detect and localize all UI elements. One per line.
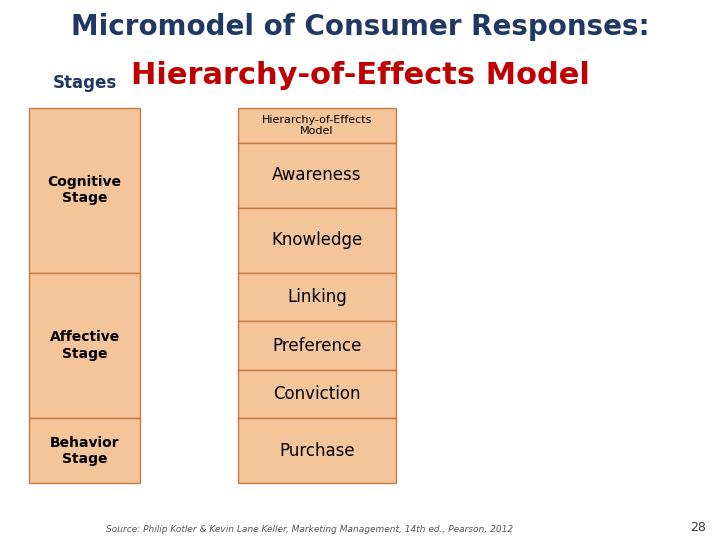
Text: Hierarchy-of-Effects Model: Hierarchy-of-Effects Model	[130, 61, 590, 90]
Text: Behavior
Stage: Behavior Stage	[50, 436, 120, 466]
Bar	[238, 108, 396, 143]
Text: Awareness: Awareness	[272, 166, 361, 185]
Bar	[29, 108, 140, 273]
Bar	[238, 370, 396, 418]
Text: Micromodel of Consumer Responses:: Micromodel of Consumer Responses:	[71, 13, 649, 41]
Bar	[238, 321, 396, 370]
Text: Hierarchy-of-Effects
Model: Hierarchy-of-Effects Model	[261, 114, 372, 136]
Text: 28: 28	[690, 521, 706, 534]
Text: Affective
Stage: Affective Stage	[50, 330, 120, 361]
Text: Preference: Preference	[272, 336, 361, 355]
Text: Conviction: Conviction	[273, 385, 361, 403]
Bar	[29, 273, 140, 418]
Text: Purchase: Purchase	[279, 442, 355, 460]
Bar	[238, 208, 396, 273]
Text: Linking: Linking	[287, 288, 346, 306]
Bar	[238, 418, 396, 483]
Bar	[238, 273, 396, 321]
Text: Stages: Stages	[53, 74, 117, 92]
Bar	[238, 143, 396, 208]
Bar	[29, 418, 140, 483]
Text: Knowledge: Knowledge	[271, 231, 362, 249]
Text: Cognitive
Stage: Cognitive Stage	[48, 176, 122, 205]
Text: Source: Philip Kotler & Kevin Lane Keller, Marketing Management, 14th ed., Pears: Source: Philip Kotler & Kevin Lane Kelle…	[106, 524, 513, 534]
